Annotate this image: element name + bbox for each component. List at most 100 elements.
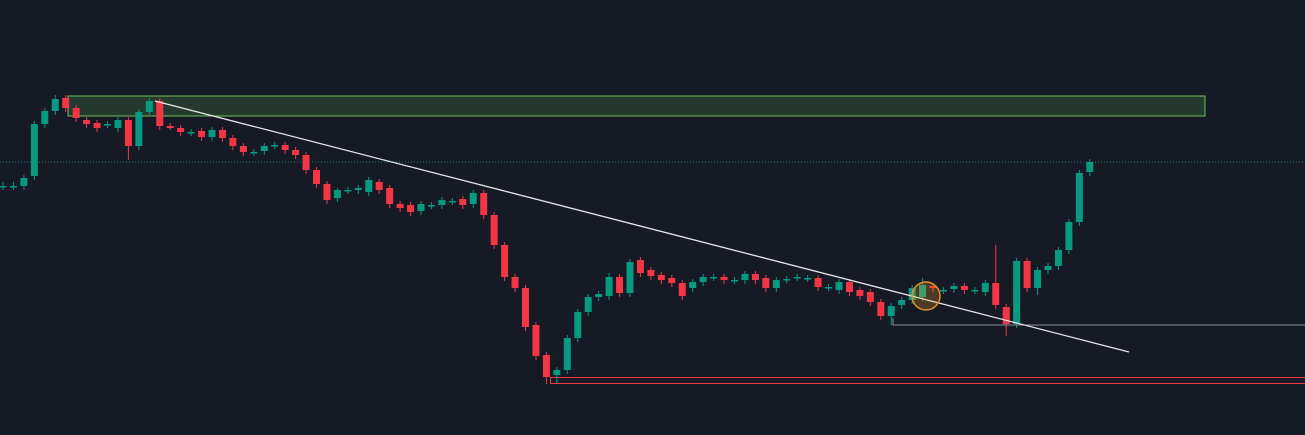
candle-body: [198, 131, 206, 137]
candle-body: [323, 184, 331, 200]
candle-body: [93, 123, 101, 128]
candle-body: [584, 297, 592, 312]
candle-body: [260, 146, 268, 151]
candle-body: [459, 199, 467, 205]
candle-body: [616, 277, 624, 293]
candle-body: [532, 325, 540, 356]
candle-body: [271, 145, 279, 147]
candle-body: [480, 193, 488, 215]
candle-body: [1044, 266, 1052, 270]
candle-body: [375, 182, 383, 190]
candle-body: [835, 282, 843, 290]
candle-body: [1023, 261, 1031, 288]
candles: [0, 95, 1094, 384]
candle-body: [386, 188, 394, 204]
candle-body: [856, 290, 864, 296]
candle-body: [501, 245, 509, 277]
candle-body: [396, 204, 404, 208]
candle-body: [626, 262, 634, 293]
candle-body: [710, 277, 718, 279]
candle-body: [427, 205, 435, 207]
candle-body: [114, 120, 122, 128]
candle-body: [699, 277, 707, 282]
candle-body: [313, 170, 320, 184]
candle-body: [9, 186, 17, 188]
candle-body: [124, 120, 132, 146]
candle-body: [187, 132, 195, 134]
candle-body: [877, 302, 885, 316]
candle-body: [845, 282, 853, 292]
candle-body: [1086, 162, 1094, 172]
candle-body: [469, 193, 477, 204]
candle-body: [553, 370, 561, 375]
candle-body: [668, 278, 676, 283]
candle-body: [365, 180, 373, 192]
candle-body: [992, 283, 1000, 305]
candle-body: [678, 283, 686, 296]
demand-zone: [550, 377, 1305, 384]
candle-body: [166, 126, 174, 128]
candle-body: [490, 215, 498, 245]
candle-body: [1054, 250, 1062, 266]
candle-body: [229, 138, 237, 146]
candle-body: [83, 120, 91, 124]
supply-zone: [67, 95, 1206, 117]
trend-line: [154, 100, 1130, 353]
candle-body: [960, 286, 968, 290]
candle-body: [302, 155, 310, 170]
candle-body: [689, 282, 697, 288]
candle-body: [354, 188, 362, 190]
candle-body: [292, 150, 300, 155]
candle-body: [783, 279, 791, 281]
candle-body: [887, 306, 895, 316]
candle-body: [1075, 173, 1083, 222]
candle-body: [657, 275, 665, 280]
candle-body: [104, 124, 111, 126]
candle-body: [919, 285, 927, 297]
candle-body: [751, 274, 759, 280]
support-line: [892, 318, 1305, 326]
candle-body: [1013, 261, 1021, 324]
candle-body: [741, 274, 749, 280]
candle-body: [731, 280, 738, 282]
candle-body: [720, 277, 728, 280]
candle-body: [51, 99, 59, 111]
candle-body: [940, 290, 947, 292]
candle-body: [971, 290, 979, 292]
candle-body: [156, 101, 164, 126]
breakout-marker: [911, 281, 941, 311]
candle-body: [145, 101, 153, 112]
candle-body: [898, 300, 906, 305]
candle-body: [239, 146, 247, 152]
candle-body: [929, 286, 937, 288]
candle-body: [825, 287, 833, 289]
candle-body: [563, 338, 571, 370]
candle-body: [605, 277, 613, 296]
candle-body: [574, 312, 582, 338]
candle-body: [250, 152, 258, 154]
candle-body: [1034, 270, 1042, 288]
candle-body: [344, 190, 352, 192]
candle-body: [772, 280, 780, 288]
candle-body: [177, 128, 185, 132]
candle-body: [30, 124, 38, 176]
candle-body: [542, 355, 550, 377]
candle-body: [438, 200, 446, 205]
candle-body: [208, 130, 216, 137]
candle-body: [135, 112, 143, 146]
candle-body: [981, 283, 989, 292]
candle-body: [804, 278, 812, 280]
candle-body: [333, 190, 341, 198]
candle-body: [595, 294, 603, 297]
candle-body: [636, 260, 644, 273]
candle-body: [866, 292, 874, 302]
candle-body: [522, 288, 529, 327]
candle-body: [0, 186, 7, 188]
candle-body: [1065, 222, 1073, 250]
candle-body: [511, 277, 519, 288]
candle-body: [417, 204, 425, 211]
candle-body: [793, 277, 801, 279]
candle-body: [647, 270, 655, 276]
